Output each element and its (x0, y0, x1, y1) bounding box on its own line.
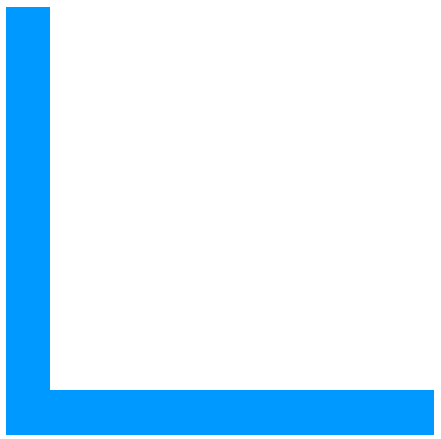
l-shape-horizontal-stroke (6, 390, 434, 435)
l-shape-vertical-stroke (6, 7, 50, 435)
